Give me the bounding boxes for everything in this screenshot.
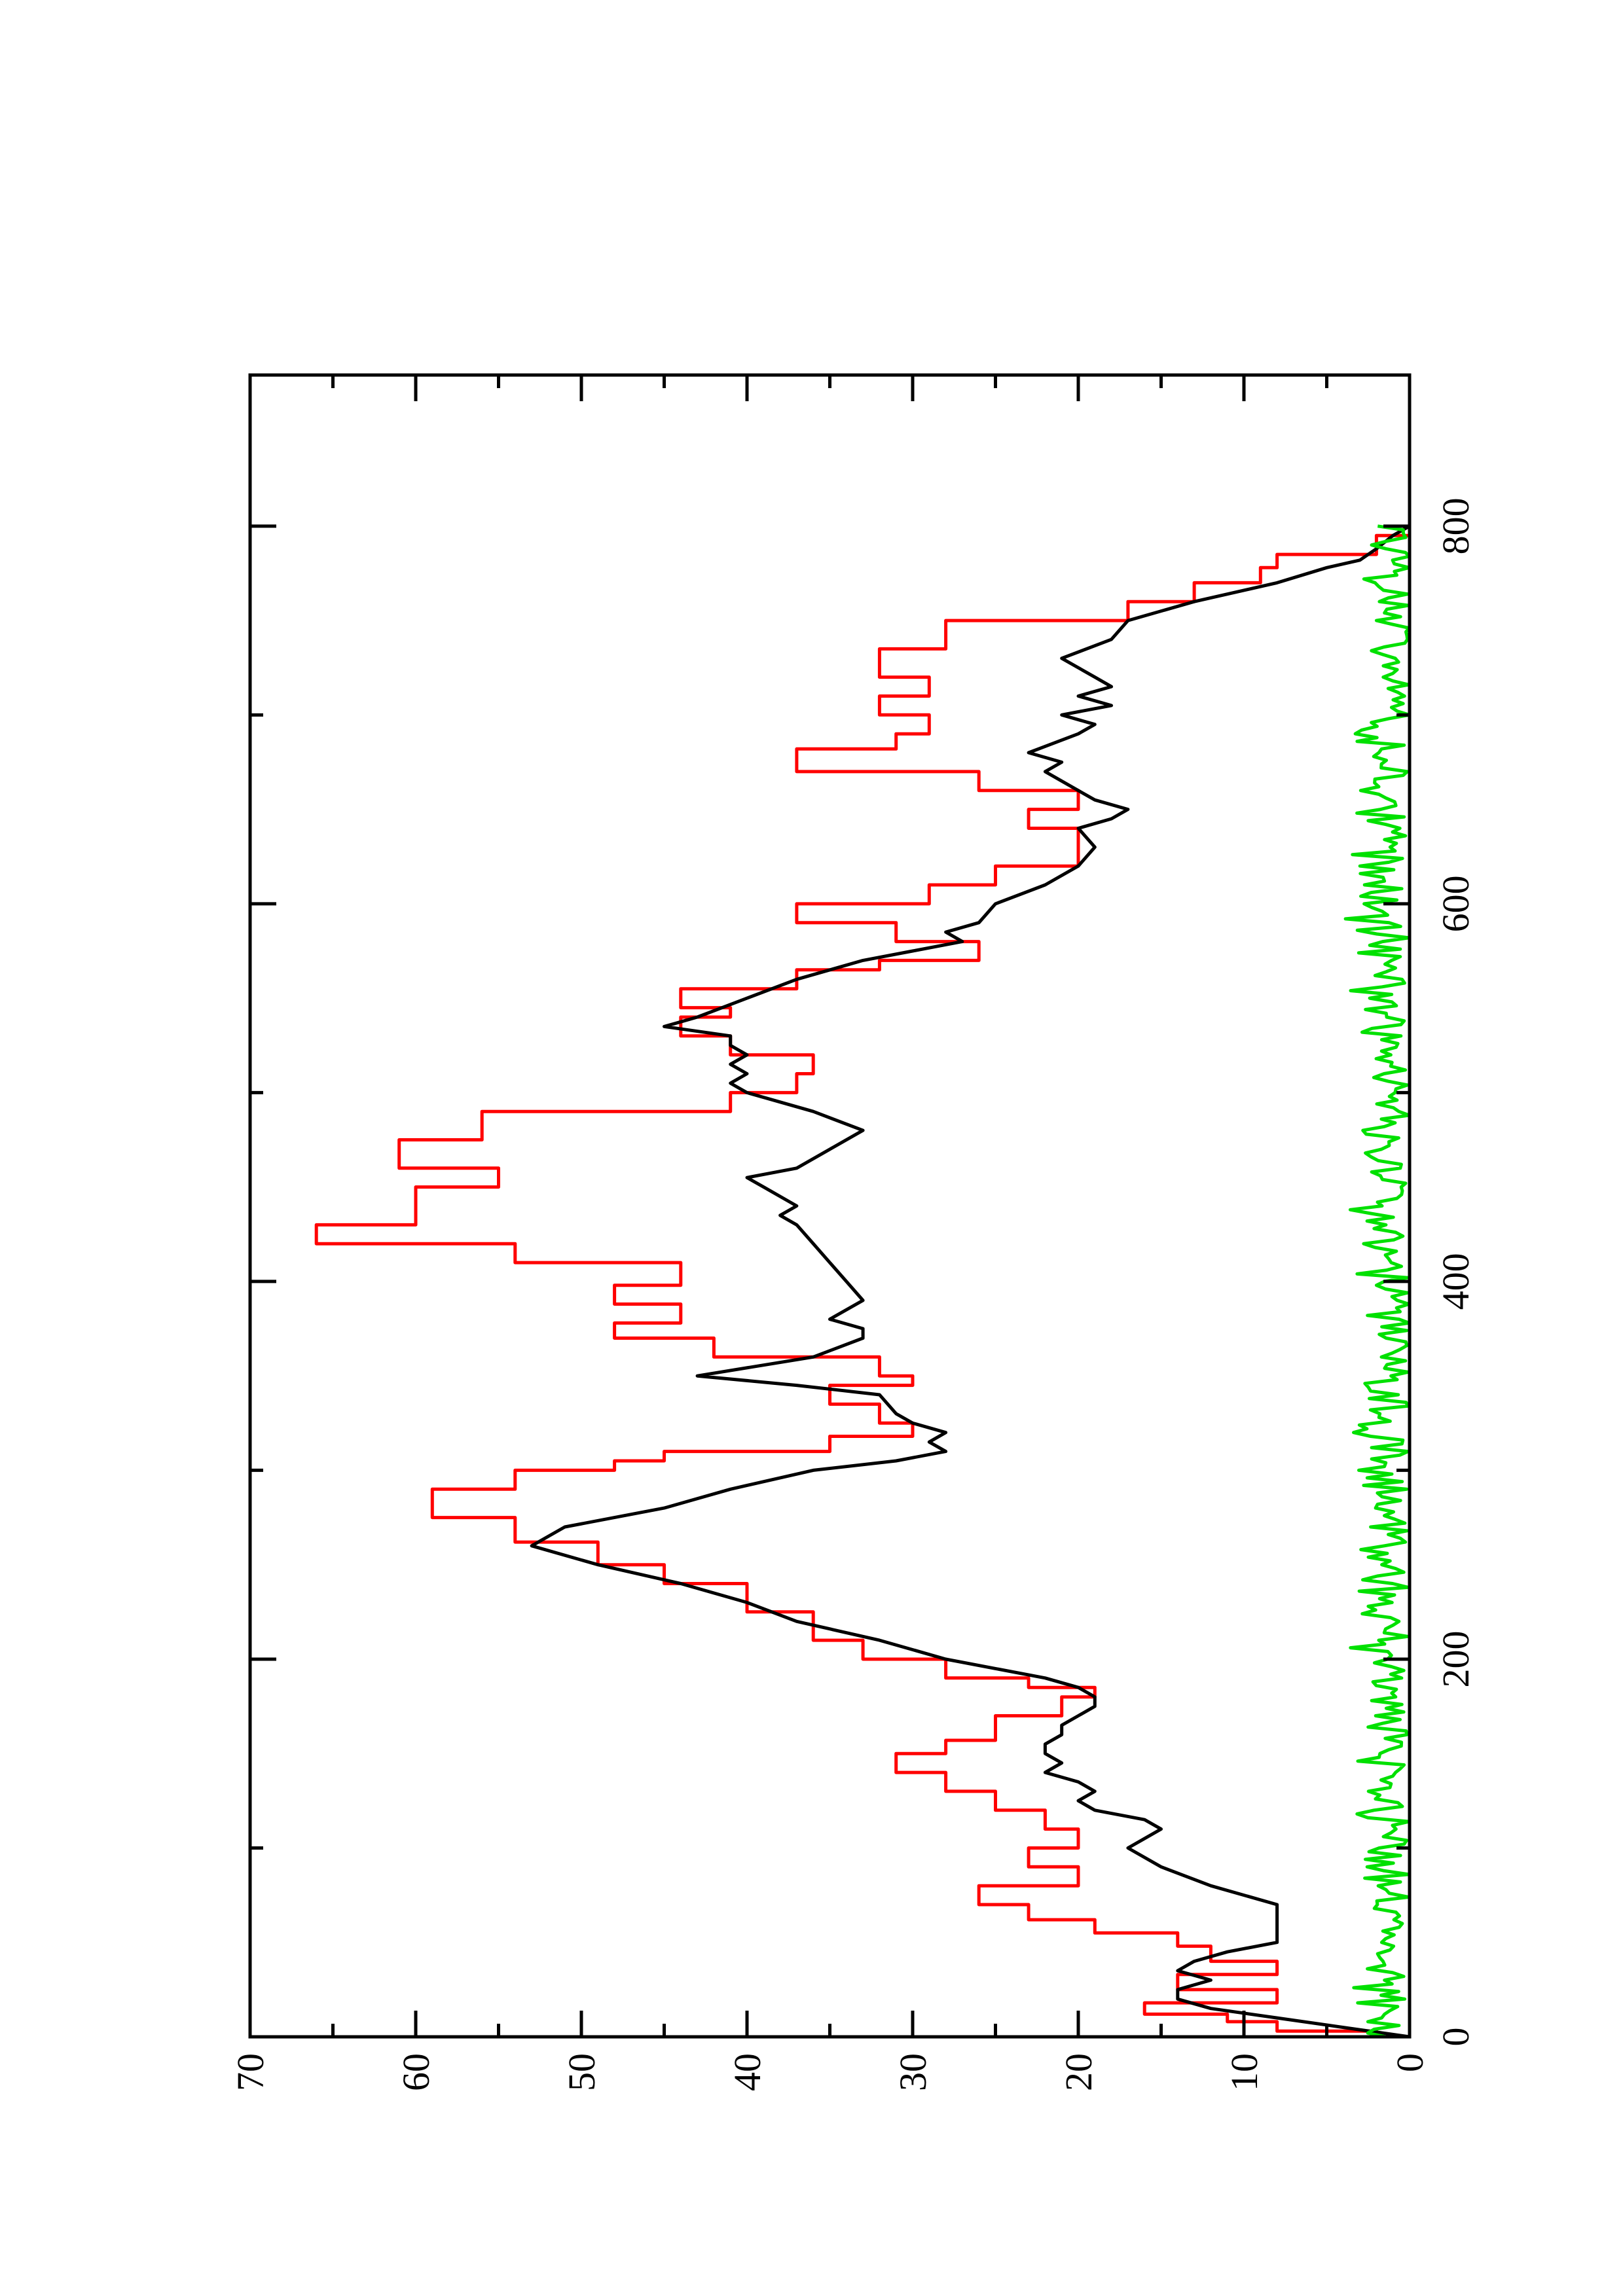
y-tick-label: 0: [1389, 2053, 1431, 2072]
x-tick-label: 600: [1434, 875, 1477, 932]
x-tick-label: 800: [1434, 497, 1477, 554]
y-tick-label: 20: [1057, 2053, 1100, 2091]
x-tick-label: 200: [1434, 1630, 1477, 1687]
series-line-2: [530, 524, 1411, 2039]
ticks-layer: [248, 375, 1412, 2039]
labels-layer: 0 200 400 600 800 0 10 20 30 40 50 60 70: [229, 497, 1477, 2091]
y-tick-label: 70: [229, 2053, 272, 2091]
series-layer: [314, 524, 1412, 2039]
x-tick-label: 400: [1434, 1253, 1477, 1310]
y-tick-label: 40: [726, 2053, 769, 2091]
plot-frame: [248, 373, 1412, 2039]
y-tick-label: 60: [395, 2053, 437, 2091]
x-tick-label: 0: [1434, 2028, 1477, 2047]
y-tick-label: 10: [1223, 2053, 1266, 2091]
y-tick-label: 30: [892, 2053, 934, 2091]
series-line-1: [314, 526, 1412, 2037]
y-tick-label: 50: [560, 2053, 603, 2091]
